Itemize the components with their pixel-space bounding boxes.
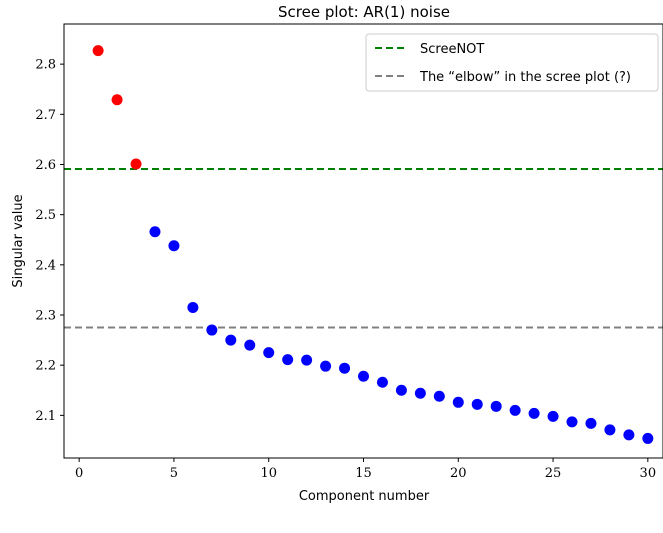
y-axis-title: Singular value xyxy=(11,194,26,287)
point-s1-30 xyxy=(642,432,654,444)
point-s1-20 xyxy=(452,396,464,408)
point-s1-14 xyxy=(339,362,351,374)
y-tick-label-2.6: 2.6 xyxy=(35,158,56,173)
point-s1-18 xyxy=(414,387,426,399)
x-axis-title: Component number xyxy=(299,489,430,504)
point-s1-8 xyxy=(225,334,237,346)
x-tick-label-10: 10 xyxy=(260,466,277,481)
legend: ScreeNOT The “elbow” in the scree plot (… xyxy=(365,33,659,92)
x-tick-label-30: 30 xyxy=(640,466,657,481)
plot-layer xyxy=(64,45,663,444)
point-s1-17 xyxy=(395,384,407,396)
legend-label-screenot: ScreeNOT xyxy=(420,42,484,57)
y-tick-label-2.1: 2.1 xyxy=(35,409,56,424)
legend-label-elbow: The “elbow” in the scree plot (?) xyxy=(419,70,631,85)
chart-title: Scree plot: AR(1) noise xyxy=(278,3,450,21)
point-s1-10 xyxy=(263,347,275,359)
point-s1-25 xyxy=(547,410,559,422)
point-s1-13 xyxy=(320,360,332,372)
point-s0-3 xyxy=(130,158,142,170)
y-axis: 2.1 2.2 2.3 2.4 2.5 2.6 2.7 2.8 xyxy=(35,58,64,424)
point-s1-23 xyxy=(509,404,521,416)
point-s0-2 xyxy=(111,94,123,106)
x-tick-label-25: 25 xyxy=(545,466,562,481)
x-tick-label-15: 15 xyxy=(355,466,372,481)
legend-box xyxy=(365,33,659,92)
x-axis: 0 5 10 15 20 25 30 xyxy=(75,458,656,481)
point-s1-22 xyxy=(490,400,502,412)
x-tick-label-20: 20 xyxy=(450,466,467,481)
point-s1-4 xyxy=(149,226,161,238)
y-tick-label-2.8: 2.8 xyxy=(35,58,56,73)
point-s1-16 xyxy=(376,376,388,388)
point-s1-12 xyxy=(301,354,313,366)
point-s1-24 xyxy=(528,407,540,419)
y-tick-label-2.7: 2.7 xyxy=(35,108,56,123)
y-tick-label-2.3: 2.3 xyxy=(35,309,56,324)
point-s1-19 xyxy=(433,390,445,402)
y-tick-label-2.5: 2.5 xyxy=(35,208,56,223)
point-s1-5 xyxy=(168,240,180,252)
x-tick-label-5: 5 xyxy=(170,466,178,481)
point-s1-11 xyxy=(282,354,294,366)
point-s1-29 xyxy=(623,429,635,441)
y-tick-label-2.2: 2.2 xyxy=(35,359,56,374)
point-s1-26 xyxy=(566,416,578,428)
point-s1-21 xyxy=(471,398,483,410)
point-s1-15 xyxy=(358,370,369,382)
point-s1-28 xyxy=(604,424,616,436)
x-tick-label-0: 0 xyxy=(75,466,83,481)
point-s1-27 xyxy=(585,417,597,429)
y-tick-label-2.4: 2.4 xyxy=(35,258,56,273)
point-s1-6 xyxy=(187,301,199,313)
point-s0-1 xyxy=(92,45,104,57)
point-s1-7 xyxy=(206,324,218,336)
point-s1-9 xyxy=(244,339,256,351)
